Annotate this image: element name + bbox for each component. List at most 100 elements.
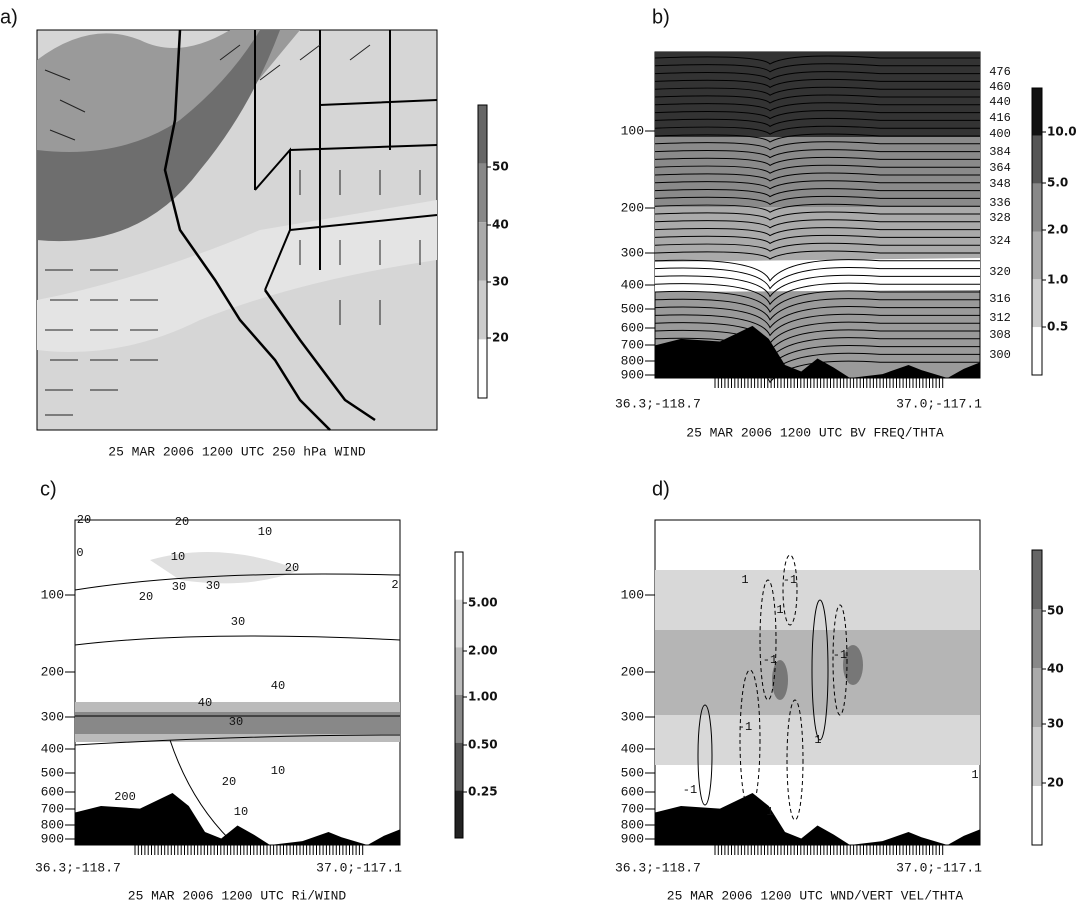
- colorbar: [454, 551, 464, 839]
- contour-label: 316: [989, 292, 1011, 306]
- y-tick-label: 900: [621, 367, 644, 382]
- colorbar-label: 0.5: [1047, 320, 1068, 334]
- contour-label: -1: [738, 720, 752, 734]
- contour-line: [654, 94, 980, 104]
- y-tick-label: 600: [41, 784, 64, 799]
- colorbar-segment: [1032, 727, 1042, 786]
- y-tick-label: 400: [621, 741, 644, 756]
- y-tick-label: 800: [621, 817, 644, 832]
- contour-line: [654, 156, 980, 167]
- contour-label: 30: [229, 715, 243, 729]
- contour-label: 2: [391, 578, 398, 592]
- contour-label: 348: [989, 177, 1011, 191]
- contour-line: [654, 290, 980, 313]
- y-tick-label: 200: [621, 200, 644, 215]
- colorbar-segment: [1032, 279, 1042, 328]
- contour-label: 1: [814, 733, 821, 747]
- caption: 25 MAR 2006 1200 UTC 250 hPa WIND: [108, 444, 366, 459]
- contour-label: 324: [989, 234, 1011, 248]
- colorbar: [1031, 549, 1043, 846]
- y-tick-label: 500: [621, 301, 644, 316]
- y-tick-label: 400: [621, 277, 644, 292]
- contour-label: 10: [234, 805, 248, 819]
- contour-line: [654, 63, 980, 73]
- contour-label: 20: [139, 590, 153, 604]
- y-tick-label: 700: [41, 801, 64, 816]
- cross-section-c: [74, 519, 401, 846]
- contour-label: 20: [77, 513, 91, 527]
- y-tick-label: 700: [621, 801, 644, 816]
- colorbar: [1031, 87, 1043, 376]
- colorbar-label: 10.0: [1047, 125, 1077, 139]
- contour-line: [654, 211, 980, 221]
- contour-line: [654, 110, 980, 120]
- contour-line: [654, 313, 980, 337]
- colorbar-segment: [1032, 786, 1042, 845]
- terrain: [655, 793, 980, 845]
- contour-label: 10: [171, 550, 185, 564]
- colorbar-label: 20: [492, 331, 509, 345]
- y-tick-label: 500: [621, 765, 644, 780]
- colorbar-label: 40: [492, 218, 509, 232]
- contour-line: [654, 141, 980, 151]
- contour-label: 460: [989, 80, 1011, 94]
- colorbar: [477, 104, 488, 399]
- colorbar-label: 20: [1047, 776, 1064, 790]
- contour-line: [654, 117, 980, 128]
- terrain: [75, 793, 400, 845]
- y-tick-label: 700: [621, 337, 644, 352]
- colorbar-segment: [478, 280, 487, 340]
- contour-line: [654, 55, 980, 65]
- caption: 25 MAR 2006 1200 UTC Ri/WIND: [128, 888, 347, 903]
- colorbar-segment: [455, 790, 463, 838]
- contour-line: [654, 180, 980, 190]
- contour-label: 312: [989, 311, 1011, 325]
- contour-label: 300: [989, 348, 1011, 362]
- colorbar-segment: [1032, 668, 1042, 727]
- colorbar-label: 40: [1047, 662, 1064, 676]
- contour-label: 1: [766, 805, 773, 819]
- contour-line: [654, 219, 980, 229]
- contour-label: 1: [741, 573, 748, 587]
- panel-label: d): [652, 478, 670, 500]
- y-tick-label: 400: [41, 741, 64, 756]
- y-tick-label: 100: [41, 587, 64, 602]
- y-tick-label: 200: [621, 664, 644, 679]
- colorbar-label: 1.0: [1047, 273, 1068, 287]
- panel-label: c): [40, 478, 57, 500]
- x-axis-label: 37.0;-117.1: [896, 396, 982, 411]
- contour-line: [654, 250, 980, 260]
- colorbar-segment: [455, 695, 463, 743]
- contour-label: 400: [989, 127, 1011, 141]
- colorbar-segment: [455, 647, 463, 695]
- x-axis-label: 37.0;-117.1: [896, 860, 982, 875]
- colorbar-label: 2.00: [468, 644, 498, 658]
- colorbar-label: 0.50: [468, 738, 498, 752]
- contour-label: 0: [76, 546, 83, 560]
- y-tick-label: 300: [41, 709, 64, 724]
- contour-label: 320: [989, 265, 1011, 279]
- y-tick-label: 600: [621, 320, 644, 335]
- panel-label: a): [0, 6, 18, 28]
- y-tick-label: 900: [41, 831, 64, 846]
- y-tick-label: 800: [621, 353, 644, 368]
- contour-label: 476: [989, 65, 1011, 79]
- contour-label: 10: [271, 764, 285, 778]
- y-tick-label: 300: [621, 709, 644, 724]
- y-tick-label: 600: [621, 784, 644, 799]
- contour-line: [654, 188, 980, 198]
- contour-label: 328: [989, 211, 1011, 225]
- y-tick-label: 900: [621, 831, 644, 846]
- colorbar-segment: [455, 599, 463, 648]
- contour-label: 20: [285, 561, 299, 575]
- y-tick-label: 200: [41, 664, 64, 679]
- contour-line: [654, 172, 980, 182]
- colorbar-segment: [478, 222, 487, 281]
- contour-line: [654, 274, 980, 298]
- caption: 25 MAR 2006 1200 UTC BV FREQ/THTA: [686, 425, 944, 440]
- x-axis-label: 36.3;-118.7: [615, 396, 701, 411]
- contour-label: 1: [971, 768, 978, 782]
- contour-label: -1: [783, 573, 797, 587]
- contour-label: 30: [172, 580, 186, 594]
- colorbar-segment: [1032, 88, 1042, 136]
